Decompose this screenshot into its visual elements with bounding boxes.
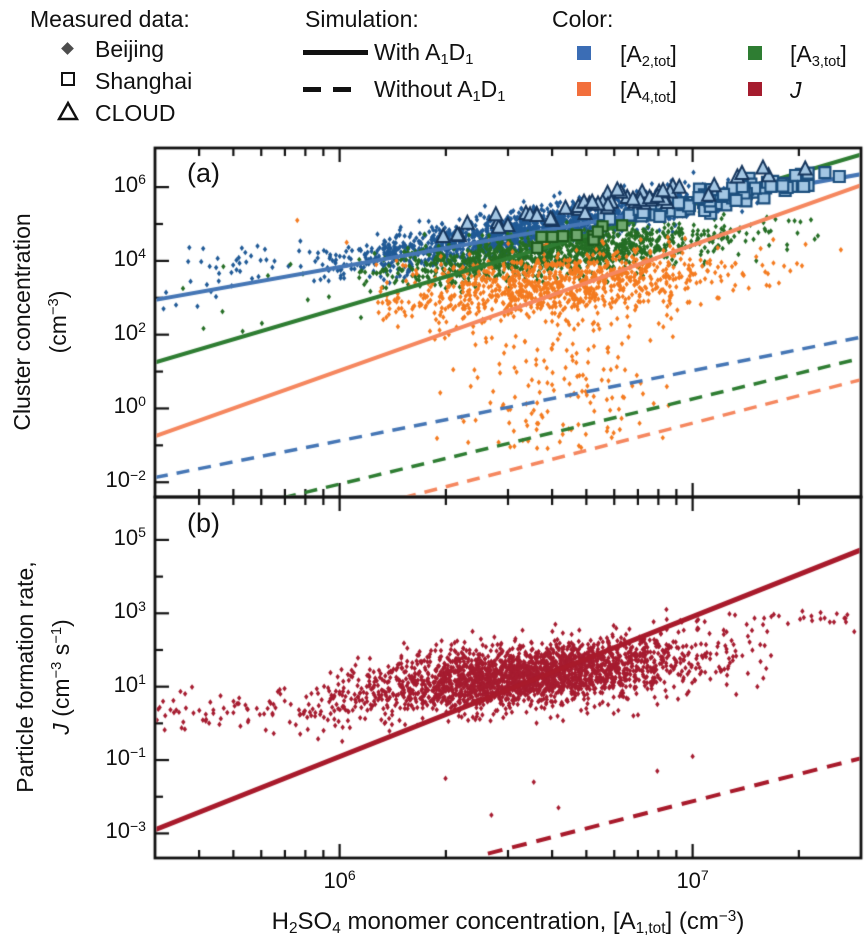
legend-measured-header: Measured data: xyxy=(30,6,190,32)
y-tick-label: 10−2 xyxy=(105,466,146,493)
legend-item-with-a1d1: With A1D1 xyxy=(374,39,474,69)
panel-a-y-axis-title-line2: (cm−3) xyxy=(45,290,71,354)
panel-a-y-axis-title: Cluster concentration (cm−3) xyxy=(4,122,80,522)
y-tick-label: 105 xyxy=(113,524,146,550)
y-tick-label: 102 xyxy=(113,318,146,345)
legend-item-without-a1d1: Without A1D1 xyxy=(374,76,506,106)
legend-item-a3tot: [A3,tot] xyxy=(790,41,847,71)
panel-b-letter: (b) xyxy=(187,508,220,538)
panel-b-y-axis-title: Particle formation rate, J (cm−3 s−1) xyxy=(7,477,83,877)
legend-color-header: Color: xyxy=(552,6,614,32)
legend-item-shanghai: Shanghai xyxy=(95,68,193,94)
y-tick-label: 10−3 xyxy=(105,817,146,844)
y-tick-label: 104 xyxy=(113,245,146,271)
x-axis-title: H2SO4 monomer concentration, [A1,tot] (c… xyxy=(271,907,745,938)
legend-item-a2tot: [A2,tot] xyxy=(620,41,677,71)
x-tick-label: 106 xyxy=(323,867,356,893)
y-tick-label: 101 xyxy=(113,670,146,697)
y-tick-label: 100 xyxy=(113,392,146,419)
legend-item-a4tot: [A4,tot] xyxy=(620,77,677,107)
panel-b-y-axis-title-line1: Particle formation rate, xyxy=(12,561,38,793)
x-tick-label: 107 xyxy=(676,867,709,893)
panel-a-letter: (a) xyxy=(187,158,220,188)
panel-b-y-axis-title-line2: J (cm−3 s−1) xyxy=(48,619,74,735)
legend-simulation-header: Simulation: xyxy=(305,6,419,32)
panel-a-y-axis-title-line1: Cluster concentration xyxy=(9,213,35,431)
legend-item-beijing: Beijing xyxy=(95,36,165,62)
y-tick-label: 106 xyxy=(113,171,146,198)
legend-item-j: J xyxy=(790,77,802,103)
y-tick-label: 10−1 xyxy=(105,744,146,771)
y-tick-label: 103 xyxy=(113,597,146,624)
legend-item-cloud: CLOUD xyxy=(95,100,176,126)
